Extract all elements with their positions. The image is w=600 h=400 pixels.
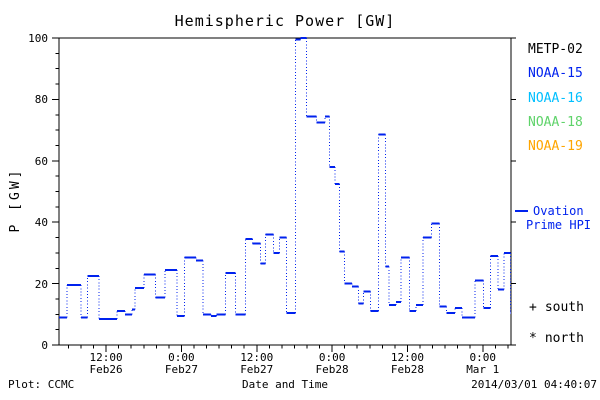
x-tick-date: Feb27 bbox=[240, 363, 274, 376]
chart-title: Hemispheric Power [GW] bbox=[174, 12, 396, 30]
series-legend-text1: Ovation bbox=[533, 204, 584, 218]
plot-border bbox=[58, 37, 512, 346]
legend-item-noaa-19: NOAA-19 bbox=[528, 139, 583, 155]
y-tick-label: 80 bbox=[34, 93, 48, 107]
x-tick-date: Feb28 bbox=[390, 363, 424, 376]
x-tick-time: 12:00 bbox=[390, 351, 424, 364]
x-axis-title: Date and Time bbox=[241, 378, 329, 391]
axis-box bbox=[58, 37, 512, 346]
x-tick-date: Feb28 bbox=[315, 363, 349, 376]
north-asterisk-icon: * bbox=[529, 331, 537, 346]
legend-item-metp-02: METP-02 bbox=[528, 42, 583, 57]
series-line-sample-icon bbox=[515, 210, 528, 212]
hpi-step-line bbox=[59, 37, 511, 320]
x-tick-date: Mar 1 bbox=[466, 363, 500, 376]
north-label: north bbox=[544, 331, 584, 346]
legend-item-noaa-15: NOAA-15 bbox=[528, 66, 583, 82]
x-tick-label: 0:00 Feb28 bbox=[300, 352, 364, 376]
x-tick-time: 12:00 bbox=[240, 351, 274, 364]
y-tick-label: 100 bbox=[28, 32, 48, 45]
x-tick-label: 12:00 Feb26 bbox=[74, 352, 138, 376]
x-tick-time: 0:00 bbox=[318, 351, 346, 364]
series-legend: Ovation Prime HPI bbox=[515, 204, 591, 232]
x-tick-time: 12:00 bbox=[89, 351, 123, 364]
south-label: south bbox=[544, 300, 584, 315]
y-tick-label: 40 bbox=[34, 216, 48, 230]
series-legend-line1: Ovation bbox=[515, 204, 591, 218]
south-plus-icon: + bbox=[529, 300, 537, 315]
x-tick-date: Feb27 bbox=[164, 363, 198, 376]
x-tick-time: 0:00 bbox=[168, 351, 195, 364]
x-tick-time: 0:00 bbox=[469, 351, 497, 364]
series-legend-text2: Prime HPI bbox=[526, 218, 592, 232]
x-tick-date: Feb26 bbox=[89, 363, 123, 376]
y-tick-label: 20 bbox=[34, 277, 48, 291]
marker-legend-south: + south bbox=[529, 300, 584, 315]
plot-source-text: Plot: CCMC bbox=[8, 378, 75, 391]
x-tick-label: 0:00 Feb27 bbox=[149, 352, 213, 376]
x-tick-label: 12:00 Feb27 bbox=[225, 352, 289, 376]
legend-item-noaa-16: NOAA-16 bbox=[528, 90, 583, 106]
axis-ticks bbox=[52, 37, 516, 352]
y-tick-label: 0 bbox=[41, 339, 48, 352]
plot-timestamp: 2014/03/01 04:40:07 bbox=[471, 378, 597, 391]
x-tick-label: 12:00 Feb28 bbox=[375, 352, 439, 376]
y-tick-label: 60 bbox=[34, 154, 48, 168]
x-tick-label: 0:00 Mar 1 bbox=[451, 352, 515, 376]
legend-item-noaa-18: NOAA-18 bbox=[528, 114, 583, 130]
marker-legend-north: * north bbox=[529, 331, 584, 346]
